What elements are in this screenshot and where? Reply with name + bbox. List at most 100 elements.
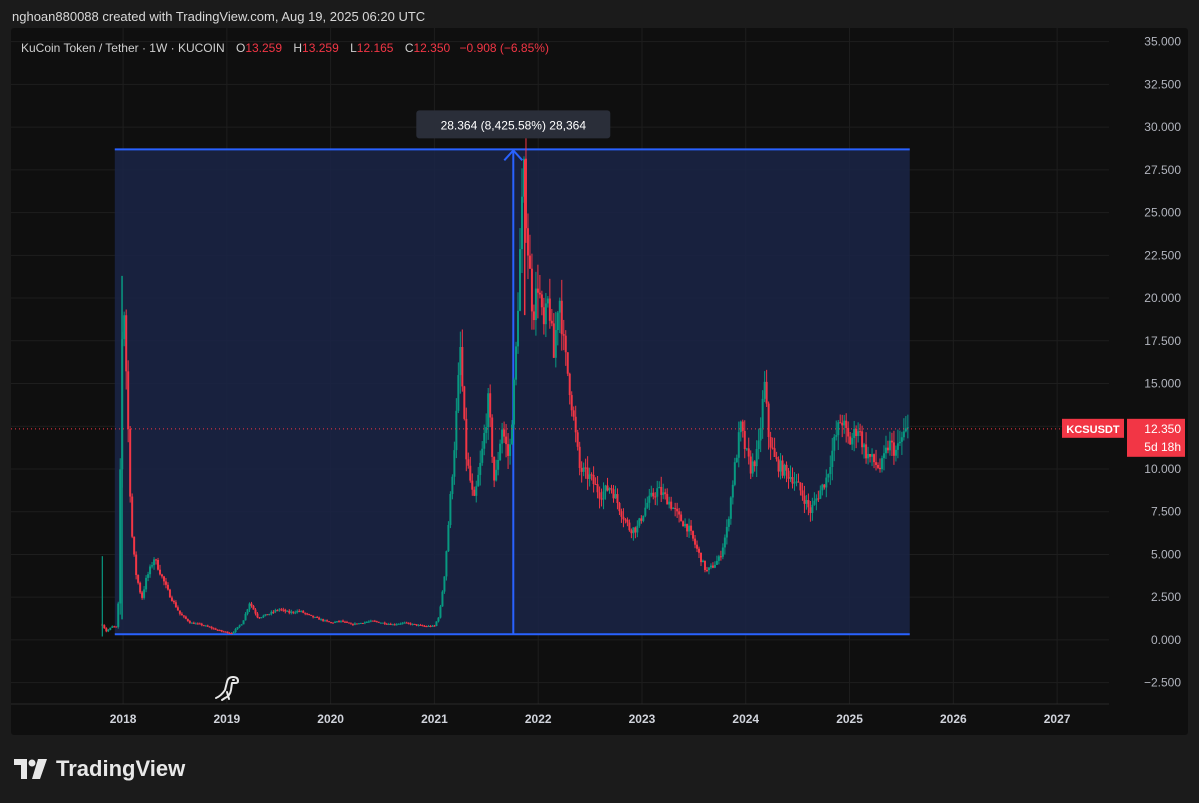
candle-body <box>713 564 716 568</box>
candle-body <box>196 623 199 625</box>
candle-body <box>662 492 665 495</box>
price-tag-symbol-bg <box>1062 418 1124 438</box>
candle-body <box>107 629 110 632</box>
candle-body <box>353 623 356 625</box>
time-axis[interactable]: 2018 2019 2020 2021 2022 2023 2024 2025 2026 2027 <box>11 703 1109 726</box>
candle-body <box>266 614 269 616</box>
candle-body <box>129 428 132 497</box>
candle-body <box>481 448 484 463</box>
candle-body <box>393 624 396 626</box>
candle-body <box>340 620 343 622</box>
candle-body <box>795 481 798 483</box>
candle-body <box>135 554 138 575</box>
candle-body <box>586 467 589 479</box>
candle-body <box>194 623 197 625</box>
candle-body <box>851 438 854 445</box>
candle-body <box>873 454 876 463</box>
symbol-title[interactable]: KuCoin Token / Tether · 1W · KUCOIN <box>21 41 225 55</box>
y-tick-label: 10.000 <box>1144 462 1181 476</box>
candle-body <box>721 547 724 557</box>
candle-body <box>322 619 325 621</box>
candle-body <box>898 441 901 444</box>
candle-body <box>123 315 126 340</box>
dino-icon[interactable] <box>213 672 243 702</box>
y-tick-label: 17.500 <box>1144 334 1181 348</box>
candle-body <box>729 497 732 519</box>
candle-body <box>520 196 523 250</box>
candle-body <box>787 470 790 479</box>
candle-body <box>304 612 307 614</box>
measure-box[interactable] <box>114 148 910 636</box>
candle-body <box>771 447 774 449</box>
candle-body <box>841 422 844 426</box>
high-value: 13.259 <box>302 41 339 55</box>
candle-body <box>654 496 657 498</box>
tooltip-text: 28.364 (8,425.58%) 28,364 <box>441 118 587 132</box>
candle-body <box>813 500 816 505</box>
candle-body <box>845 420 848 428</box>
y-tick-label: 32.500 <box>1144 77 1181 91</box>
candle-body <box>580 467 583 472</box>
candle-body <box>550 320 553 324</box>
x-tick-label: 2027 <box>1044 712 1071 726</box>
candle-body <box>338 621 341 623</box>
candle-body <box>389 623 392 625</box>
candle-body <box>341 620 344 622</box>
candle-body <box>554 330 557 358</box>
candle-body <box>117 603 120 627</box>
candle-body <box>457 375 460 411</box>
candle-body <box>314 616 317 618</box>
candle-body <box>731 484 734 498</box>
candle-body <box>409 623 412 625</box>
candle-body <box>162 576 165 582</box>
candle-body <box>226 631 229 633</box>
candle-body <box>544 303 547 325</box>
candle-body <box>737 432 740 458</box>
candle-body <box>882 453 885 459</box>
price-tag-value: 12.350 <box>1144 422 1181 436</box>
candle-body <box>477 474 480 487</box>
candle-body <box>234 629 237 633</box>
candle-body <box>397 623 400 625</box>
candle-body <box>495 469 498 481</box>
candle-body <box>855 428 858 437</box>
candle-body <box>497 460 500 470</box>
candle-body <box>863 444 866 448</box>
candle-body <box>684 523 687 527</box>
candle-body <box>594 484 597 486</box>
candle-body <box>294 612 297 614</box>
y-tick-label: 25.000 <box>1144 206 1181 220</box>
candle-body <box>125 315 128 372</box>
candle-body <box>383 622 386 624</box>
candle-body <box>793 482 796 484</box>
low-label: L <box>350 41 357 55</box>
candle-body <box>139 582 142 593</box>
candle-body <box>190 622 193 624</box>
candle-body <box>562 334 565 336</box>
candle-body <box>711 565 714 568</box>
candle-body <box>596 484 599 493</box>
candle-body <box>620 511 623 517</box>
tradingview-brand[interactable]: TradingView <box>14 756 185 782</box>
price-axis[interactable]: 35.000 32.500 30.000 27.500 25.000 22.500 20.0… <box>1144 35 1181 690</box>
candle-body <box>707 567 710 571</box>
candle-body <box>499 443 502 461</box>
candle-body <box>672 508 675 510</box>
candle-body <box>286 610 289 612</box>
candle-body <box>632 527 635 534</box>
candle-body <box>570 395 573 411</box>
candle-body <box>896 443 899 450</box>
candle-body <box>302 610 305 613</box>
candle-body <box>574 416 577 433</box>
y-tick-label: 30.000 <box>1144 120 1181 134</box>
candle-body <box>395 624 398 626</box>
candle-body <box>761 398 764 428</box>
candle-body <box>757 440 760 450</box>
candle-body <box>805 500 808 504</box>
candle-body <box>147 574 150 578</box>
candle-body <box>280 609 283 611</box>
candle-body <box>351 623 354 625</box>
price-chart[interactable]: 35.000 32.500 30.000 27.500 25.000 22.500 20.0… <box>11 28 1188 735</box>
candle-body <box>572 410 575 417</box>
candle-body <box>791 477 794 484</box>
